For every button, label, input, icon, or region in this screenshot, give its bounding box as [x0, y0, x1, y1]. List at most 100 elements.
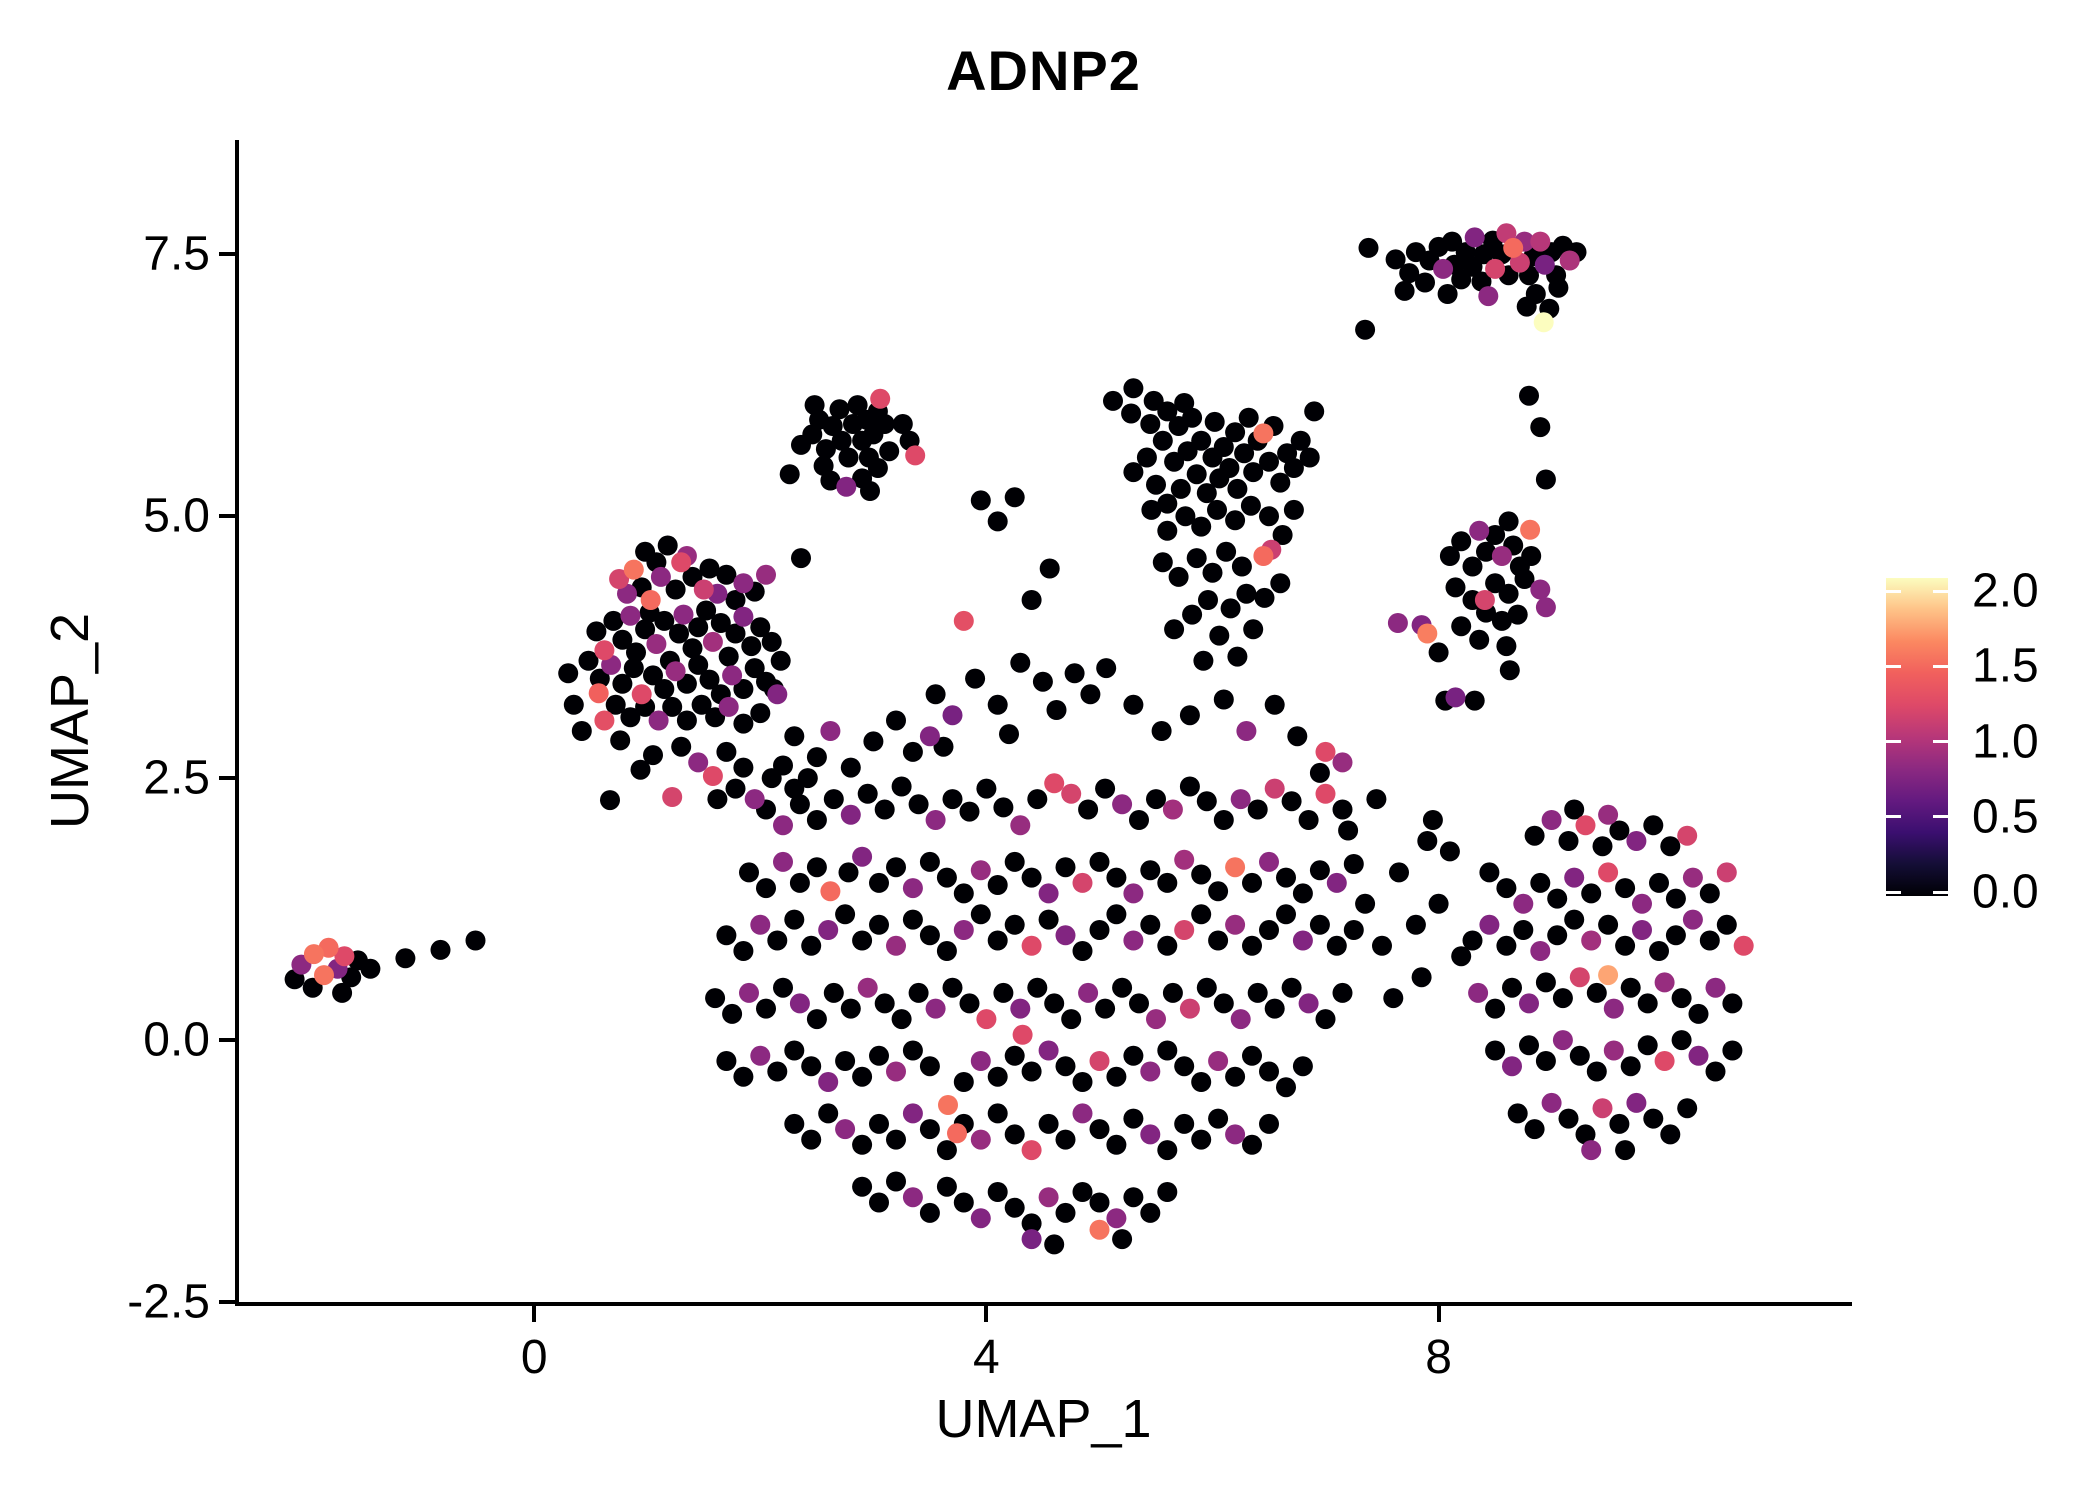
data-point: [1089, 1219, 1110, 1240]
data-point: [1281, 977, 1302, 998]
data-point: [1213, 810, 1234, 830]
data-point: [756, 998, 776, 1019]
legend-tick-label: 2.0: [1972, 564, 2039, 618]
data-point: [1671, 1030, 1692, 1051]
data-point: [936, 941, 957, 961]
data-point: [867, 458, 888, 478]
data-point: [1660, 836, 1681, 857]
legend-tick-mark: [1886, 815, 1901, 819]
data-point: [1598, 804, 1619, 825]
data-point: [886, 710, 906, 731]
data-point: [965, 668, 986, 689]
data-point: [594, 640, 615, 661]
data-point: [1476, 541, 1496, 562]
data-point: [563, 694, 584, 715]
data-point: [1417, 623, 1438, 644]
data-point: [1191, 516, 1212, 537]
data-point: [1152, 552, 1173, 573]
data-point: [1530, 231, 1551, 252]
data-point: [1535, 597, 1556, 618]
data-point: [1038, 883, 1059, 904]
data-point: [840, 804, 861, 825]
data-point: [1355, 319, 1376, 340]
data-point: [902, 909, 923, 930]
data-point: [657, 535, 678, 556]
data-point: [933, 736, 954, 757]
data-point: [902, 878, 923, 899]
data-point: [1151, 721, 1172, 741]
data-point: [1514, 569, 1535, 589]
data-point: [1586, 982, 1607, 1003]
data-point: [716, 741, 737, 762]
data-point: [733, 941, 754, 961]
data-point: [1643, 815, 1664, 836]
data-point: [1021, 1229, 1042, 1250]
data-point: [959, 801, 980, 822]
data-point: [784, 726, 805, 747]
data-point: [1242, 1045, 1262, 1066]
data-point: [1010, 998, 1031, 1019]
data-point: [682, 638, 703, 659]
data-point: [635, 619, 656, 640]
data-point: [1213, 437, 1234, 457]
data-point: [1140, 914, 1161, 935]
data-point: [1219, 458, 1240, 478]
data-point: [631, 684, 652, 705]
data-point: [662, 696, 683, 717]
data-point: [589, 668, 610, 689]
data-point: [869, 1113, 889, 1134]
data-point: [1089, 1119, 1110, 1140]
data-point: [739, 982, 759, 1003]
data-point: [1140, 860, 1161, 881]
data-point: [1202, 562, 1223, 583]
y-axis-title: UMAP_2: [40, 612, 100, 830]
data-point: [847, 395, 868, 416]
data-point: [1699, 883, 1720, 904]
data-point: [1541, 810, 1562, 830]
data-point: [784, 909, 805, 930]
data-point: [1106, 1208, 1127, 1229]
data-point: [1564, 867, 1585, 888]
data-point: [1021, 1140, 1042, 1161]
data-point: [959, 993, 980, 1014]
data-point: [1038, 1187, 1059, 1208]
data-point: [1682, 867, 1703, 888]
legend-tick-mark: [1933, 664, 1948, 668]
data-point: [870, 388, 891, 409]
data-point: [1089, 920, 1110, 940]
data-point: [1044, 773, 1065, 794]
data-point: [784, 778, 805, 799]
data-point: [905, 445, 926, 466]
data-point: [750, 1045, 771, 1066]
data-point: [1464, 227, 1485, 248]
data-point: [733, 679, 754, 699]
data-point: [603, 610, 624, 631]
data-point: [1276, 1077, 1296, 1098]
data-point: [1581, 883, 1602, 904]
data-point: [791, 434, 811, 455]
data-point: [953, 610, 974, 631]
data-point: [908, 982, 929, 1003]
data-point: [835, 904, 856, 925]
legend-tick-label: 0.0: [1972, 865, 2039, 919]
data-point: [869, 1192, 889, 1213]
data-point: [1225, 510, 1246, 531]
data-point: [1179, 776, 1200, 797]
data-point: [1592, 836, 1613, 857]
data-point: [643, 665, 663, 686]
data-point: [919, 1119, 940, 1140]
data-point: [1123, 694, 1144, 715]
data-point: [360, 958, 381, 979]
data-point: [1225, 857, 1246, 878]
y-tick-mark: [219, 1300, 235, 1304]
data-point: [623, 658, 644, 679]
data-point: [1243, 462, 1264, 483]
data-point: [702, 631, 723, 652]
data-point: [1626, 1092, 1647, 1113]
data-point: [1464, 690, 1485, 711]
data-point: [722, 1003, 743, 1024]
data-point: [1415, 272, 1435, 293]
data-point: [1208, 1108, 1229, 1129]
data-point: [1499, 660, 1520, 681]
data-point: [1637, 1035, 1658, 1056]
